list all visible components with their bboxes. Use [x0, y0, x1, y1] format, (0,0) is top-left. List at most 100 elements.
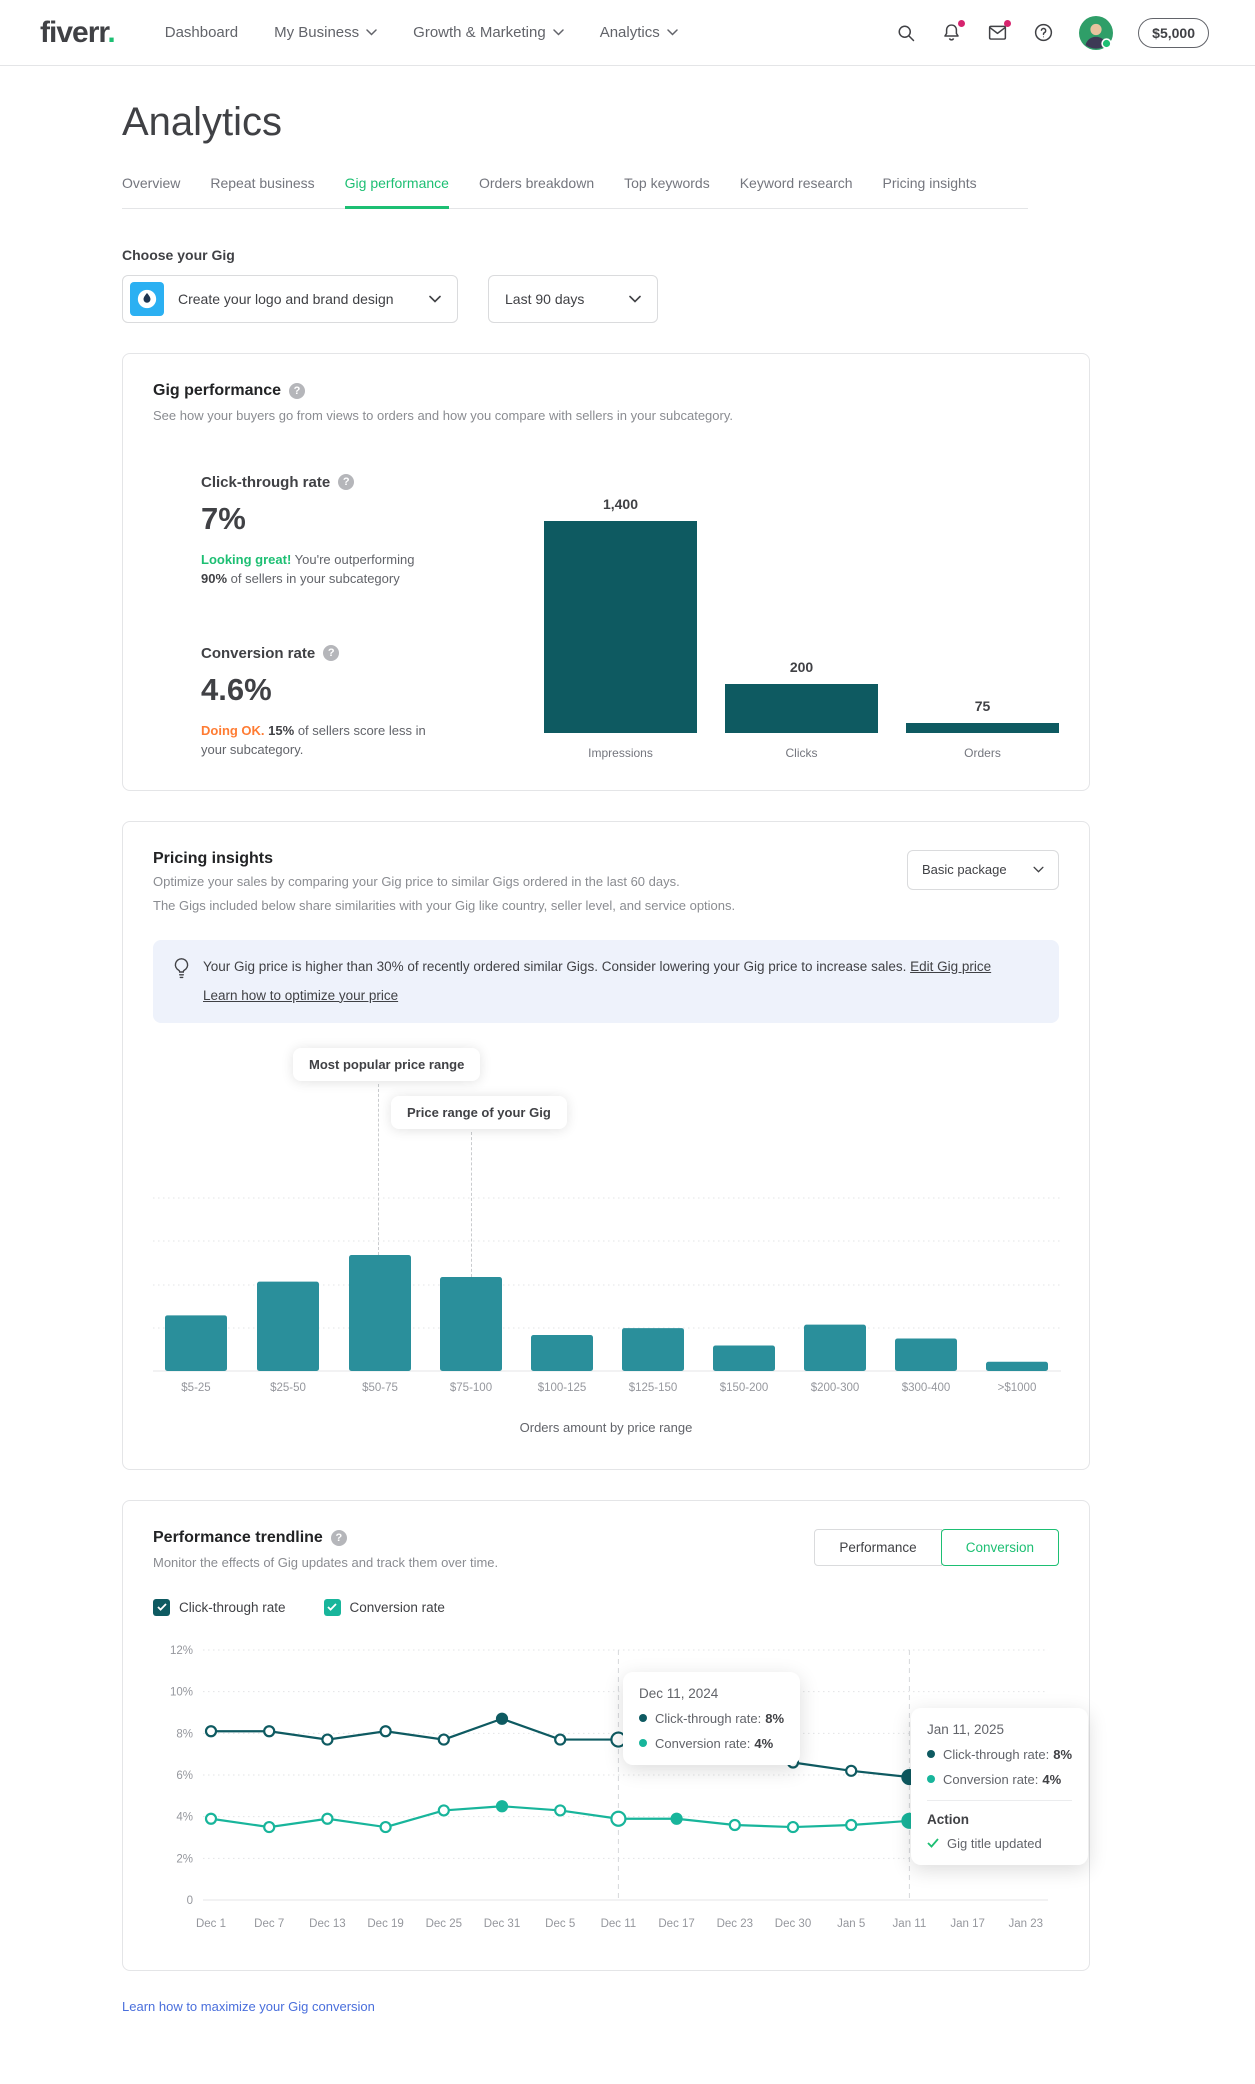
nav-item-growth-marketing[interactable]: Growth & Marketing [413, 24, 564, 41]
funnel-value: 1,400 [602, 495, 639, 512]
trend-x-label: Dec 5 [545, 1918, 575, 1930]
price-bar-25-50 [257, 1281, 319, 1372]
trend-x-label: Dec 13 [309, 1918, 345, 1930]
stat-value: 4.6% [201, 671, 272, 707]
trend-x-label: Dec 31 [484, 1918, 520, 1930]
tab-orders-breakdown[interactable]: Orders breakdown [478, 175, 595, 191]
tooltip-row: Conversion rate: 4% [639, 1736, 784, 1751]
annotation-price-range-of-your-gig: Price range of your Gig [391, 1096, 567, 1130]
tab-keyword-research[interactable]: Keyword research [739, 175, 853, 191]
tab-overview[interactable]: Overview [122, 175, 181, 191]
gig-select[interactable]: Create your logo and brand design [122, 275, 458, 323]
data-point [437, 1733, 450, 1746]
data-point [554, 1733, 567, 1746]
chevron-down-icon [429, 295, 441, 303]
price-bar-200-300 [804, 1324, 866, 1372]
card-title: Performance trendline [153, 1529, 323, 1547]
help-icon[interactable]: ? [323, 645, 340, 662]
data-point [379, 1820, 392, 1834]
tab-top-keywords[interactable]: Top keywords [624, 175, 710, 191]
help-icon[interactable] [1033, 22, 1054, 43]
chart-tooltip-jan-11-2025: Jan 11, 2025 Click-through rate: 8% Convers… [911, 1707, 1089, 1865]
maximize-conversion-link[interactable]: Learn how to maximize your Gig conversio… [122, 1998, 375, 2014]
trend-y-label: 8% [176, 1728, 193, 1740]
tooltip-row: Click-through rate: 8% [639, 1711, 784, 1726]
message-badge [1004, 20, 1012, 27]
nav-item-dashboard[interactable]: Dashboard [165, 24, 238, 41]
nav-item-analytics[interactable]: Analytics [600, 24, 678, 41]
trend-x-label: Jan 17 [950, 1918, 985, 1930]
price-bar-300-400 [895, 1338, 957, 1372]
avatar[interactable] [1079, 15, 1114, 50]
toggle-conversion[interactable]: Conversion [940, 1529, 1059, 1567]
card-subtitle-line2: The Gigs included below share similariti… [153, 897, 736, 913]
price-tip-banner: Your Gig price is higher than 30% of rec… [153, 939, 1059, 1024]
trend-chart: 12% 10% 8% 6% 4% 2% 0 Dec 1 Dec 7 Dec 13 Dec 19 Dec… [153, 1630, 1089, 1940]
tooltip-row-value: 8% [1053, 1746, 1073, 1762]
trend-x-label: Dec 7 [254, 1918, 284, 1930]
tooltip-divider [927, 1799, 1073, 1801]
search-icon[interactable] [896, 23, 916, 43]
tab-gig-performance[interactable]: Gig performance [344, 175, 449, 209]
price-bar-100-125 [531, 1335, 593, 1372]
optimize-price-link[interactable]: Learn how to optimize your price [203, 987, 399, 1003]
data-point [610, 1810, 627, 1827]
price-x-label: $75-100 [450, 1382, 492, 1394]
funnel-bar [544, 520, 697, 733]
price-x-label: $50-75 [362, 1382, 398, 1394]
trend-x-label: Jan 5 [837, 1918, 865, 1930]
package-select-value: Basic package [922, 862, 1007, 878]
price-x-label: >$1000 [998, 1382, 1037, 1394]
tooltip-action-label: Action [927, 1811, 969, 1827]
trend-x-label: Dec 23 [717, 1918, 753, 1930]
toggle-performance[interactable]: Performance [814, 1529, 942, 1567]
data-point [263, 1820, 276, 1834]
funnel-col-impressions: 1,400 Impressions [544, 496, 697, 760]
help-icon[interactable]: ? [289, 383, 306, 399]
pricing-insights-card: Pricing insights Optimize your sales by … [122, 820, 1090, 1471]
help-icon[interactable]: ? [338, 474, 355, 491]
tooltip-row-label: Conversion rate: [655, 1735, 751, 1751]
price-annotations: Most popular price range Price range of y… [153, 1033, 1059, 1278]
lightbulb-icon [173, 957, 190, 1007]
gig-select-value: Create your logo and brand design [178, 291, 394, 307]
checkbox-checked-icon[interactable] [153, 1598, 170, 1616]
conversion-rate-stat: Conversion rate ? 4.6% Doing OK. 15% of … [201, 645, 531, 760]
edit-gig-price-link[interactable]: Edit Gig price [910, 958, 992, 974]
gig-performance-card: Gig performance ? See how your buyers go… [122, 353, 1090, 791]
tab-pricing-insights[interactable]: Pricing insights [882, 175, 977, 191]
help-icon[interactable]: ? [330, 1530, 347, 1547]
series-dot-icon [639, 1714, 647, 1723]
period-select-value: Last 90 days [505, 291, 585, 307]
checkbox-checked-icon[interactable] [323, 1598, 341, 1616]
data-point [670, 1812, 683, 1825]
navbar: fiverr. Dashboard My Business Growth & Mar… [0, 0, 1255, 66]
package-select[interactable]: Basic package [907, 849, 1059, 890]
notification-badge [958, 20, 966, 27]
series-dot-icon [927, 1775, 935, 1784]
legend-conversion-rate[interactable]: Conversion rate [323, 1598, 445, 1616]
click-through-rate-stat: Click-through rate ? 7% Looking great! Y… [201, 474, 531, 589]
stat-note: Looking great! You're outperforming 90% … [201, 551, 415, 587]
data-point [204, 1725, 218, 1738]
card-subtitle: See how your buyers go from views to ord… [153, 408, 733, 423]
logo-dot: . [107, 15, 115, 49]
nav-item-label: Analytics [599, 24, 660, 41]
tooltip-row-label: Click-through rate: [943, 1746, 1050, 1762]
legend-click-through-rate[interactable]: Click-through rate [153, 1598, 286, 1616]
balance-button[interactable]: $5,000 [1138, 17, 1209, 48]
trend-y-label: 0 [187, 1895, 193, 1907]
tab-repeat-business[interactable]: Repeat business [210, 175, 315, 191]
trend-y-label: 2% [176, 1853, 193, 1865]
funnel-col-orders: 75 Orders [906, 698, 1059, 760]
nav-item-my-business[interactable]: My Business [274, 24, 377, 41]
tabs: Overview Repeat business Gig performance Or… [122, 175, 1028, 209]
funnel-category-label: Clicks [785, 745, 818, 760]
period-select[interactable]: Last 90 days [488, 275, 658, 323]
fiverr-logo[interactable]: fiverr. [40, 15, 116, 50]
messages-icon[interactable] [987, 20, 1012, 43]
price-bar-50-75 [349, 1255, 411, 1372]
price-bar-1000 [986, 1361, 1048, 1372]
notifications-icon[interactable] [941, 20, 966, 43]
trend-x-label: Dec 25 [426, 1918, 462, 1930]
